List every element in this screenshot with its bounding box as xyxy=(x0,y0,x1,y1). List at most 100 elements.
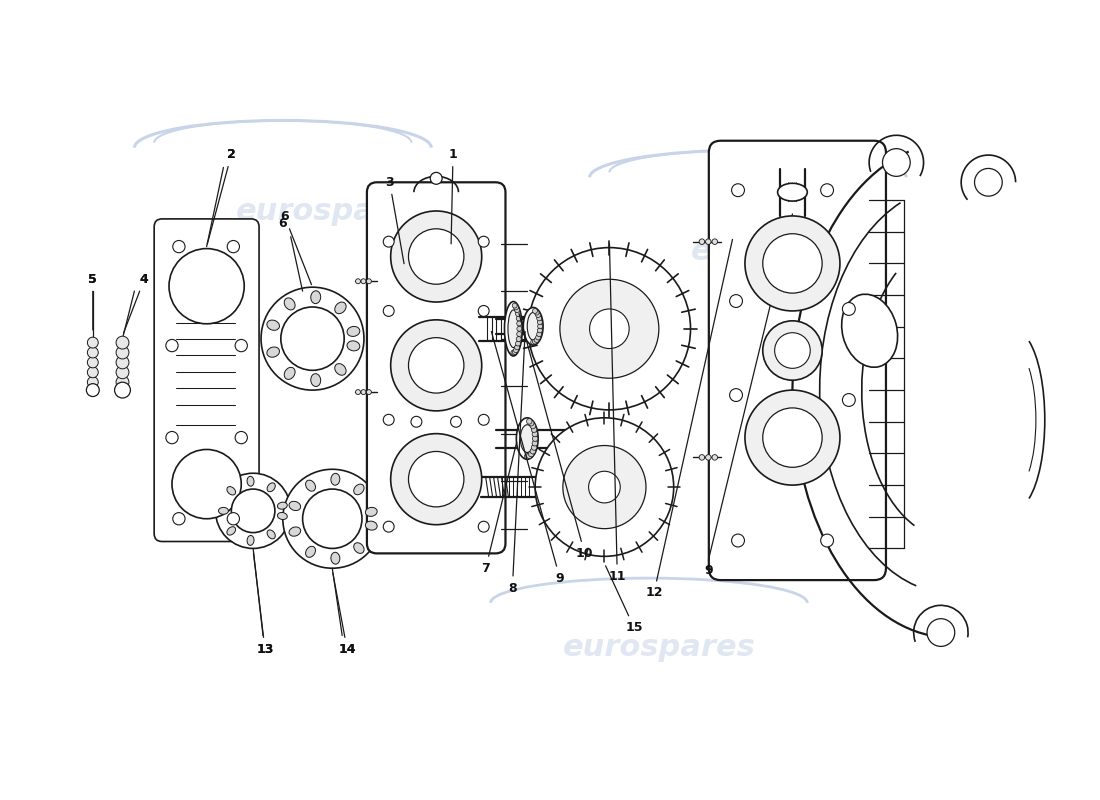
Ellipse shape xyxy=(346,326,360,337)
Circle shape xyxy=(532,431,538,437)
Circle shape xyxy=(231,489,275,533)
Text: 2: 2 xyxy=(227,148,235,161)
Circle shape xyxy=(390,211,482,302)
Ellipse shape xyxy=(306,546,316,558)
Circle shape xyxy=(87,357,98,368)
Text: eurospares: eurospares xyxy=(691,237,884,266)
Circle shape xyxy=(510,350,516,355)
Text: 13: 13 xyxy=(256,643,274,656)
Circle shape xyxy=(705,239,711,245)
Text: eurospares: eurospares xyxy=(235,198,429,226)
Circle shape xyxy=(390,434,482,525)
Ellipse shape xyxy=(516,418,538,459)
Circle shape xyxy=(383,306,394,316)
Circle shape xyxy=(516,337,521,342)
Circle shape xyxy=(536,418,673,556)
Circle shape xyxy=(517,331,521,337)
Circle shape xyxy=(283,470,382,568)
Ellipse shape xyxy=(277,513,287,519)
Ellipse shape xyxy=(505,302,522,356)
Text: 3: 3 xyxy=(385,176,404,264)
Circle shape xyxy=(355,390,361,394)
Circle shape xyxy=(408,451,464,507)
Text: 11: 11 xyxy=(608,243,626,582)
Circle shape xyxy=(228,241,240,253)
Circle shape xyxy=(516,311,520,317)
FancyBboxPatch shape xyxy=(708,141,886,580)
Ellipse shape xyxy=(248,535,254,546)
Ellipse shape xyxy=(219,507,229,514)
Circle shape xyxy=(745,390,840,485)
Circle shape xyxy=(117,336,129,349)
Text: eurospares: eurospares xyxy=(562,633,756,662)
Circle shape xyxy=(169,249,244,324)
Circle shape xyxy=(762,321,822,380)
Text: 10: 10 xyxy=(519,314,593,560)
Circle shape xyxy=(513,350,517,354)
Ellipse shape xyxy=(227,486,235,495)
Circle shape xyxy=(516,316,521,321)
Circle shape xyxy=(166,431,178,444)
Circle shape xyxy=(366,278,372,284)
Circle shape xyxy=(527,453,532,458)
Circle shape xyxy=(478,522,490,532)
Ellipse shape xyxy=(354,542,364,554)
Circle shape xyxy=(821,534,834,547)
Ellipse shape xyxy=(289,502,300,510)
Circle shape xyxy=(590,309,629,349)
Circle shape xyxy=(530,449,536,454)
Circle shape xyxy=(732,534,745,547)
Ellipse shape xyxy=(524,307,543,345)
Circle shape xyxy=(408,229,464,284)
Ellipse shape xyxy=(306,480,316,491)
Circle shape xyxy=(516,341,520,346)
Ellipse shape xyxy=(508,310,519,347)
Circle shape xyxy=(729,294,743,307)
Ellipse shape xyxy=(267,530,275,539)
Circle shape xyxy=(87,347,98,358)
Ellipse shape xyxy=(311,374,321,386)
Circle shape xyxy=(538,328,542,333)
Circle shape xyxy=(538,324,542,329)
Circle shape xyxy=(531,445,537,450)
Circle shape xyxy=(525,454,530,459)
Circle shape xyxy=(515,345,519,350)
Text: 9: 9 xyxy=(492,331,564,585)
Circle shape xyxy=(843,394,856,406)
Circle shape xyxy=(532,309,538,314)
Circle shape xyxy=(527,418,532,424)
Text: 2: 2 xyxy=(207,148,235,244)
Circle shape xyxy=(87,367,98,378)
Ellipse shape xyxy=(248,476,254,486)
Ellipse shape xyxy=(331,474,340,486)
Circle shape xyxy=(882,149,910,176)
Circle shape xyxy=(745,216,840,311)
Circle shape xyxy=(383,236,394,247)
Circle shape xyxy=(774,333,811,368)
Ellipse shape xyxy=(334,302,346,314)
Circle shape xyxy=(515,308,519,313)
Circle shape xyxy=(173,241,185,253)
Text: 4: 4 xyxy=(140,273,148,286)
Circle shape xyxy=(537,332,541,337)
Circle shape xyxy=(478,306,490,316)
Text: 12: 12 xyxy=(646,239,733,599)
Circle shape xyxy=(538,320,542,325)
Circle shape xyxy=(528,248,691,410)
Text: 5: 5 xyxy=(88,273,97,286)
Circle shape xyxy=(361,278,366,284)
Circle shape xyxy=(514,305,518,310)
Text: 6: 6 xyxy=(280,210,311,285)
Circle shape xyxy=(762,408,822,467)
Ellipse shape xyxy=(331,552,340,564)
Circle shape xyxy=(383,414,394,426)
Ellipse shape xyxy=(277,502,287,509)
Ellipse shape xyxy=(346,341,360,351)
Circle shape xyxy=(729,389,743,402)
Circle shape xyxy=(117,356,129,369)
Ellipse shape xyxy=(284,367,295,379)
Ellipse shape xyxy=(778,183,807,201)
Circle shape xyxy=(732,184,745,197)
Text: 9: 9 xyxy=(704,564,713,577)
Circle shape xyxy=(361,390,366,394)
